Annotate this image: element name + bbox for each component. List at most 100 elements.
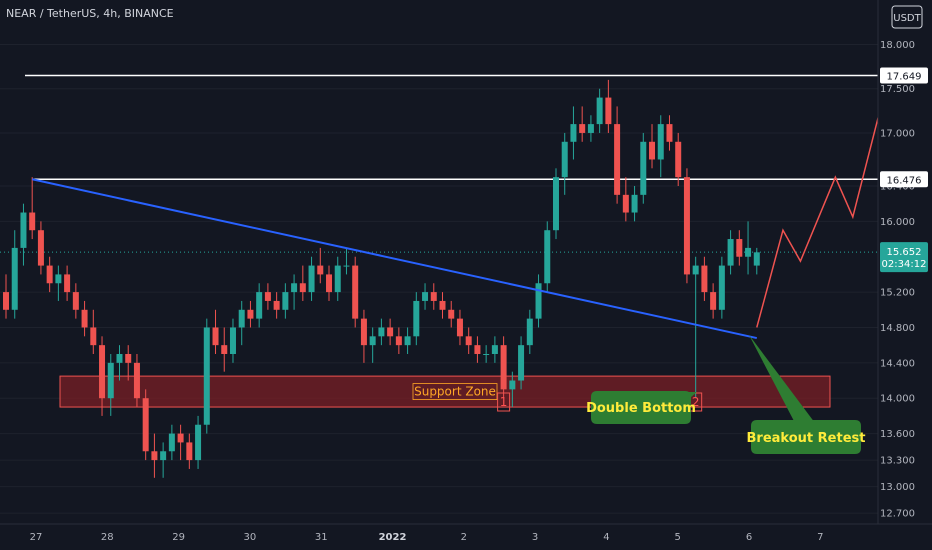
candle-body [683,177,690,275]
candle-body [369,336,376,346]
y-tick-label: 14.800 [880,323,915,334]
candle-body [186,442,193,461]
candle-body [544,230,551,284]
candle-body [273,300,280,310]
candle-body [387,327,394,337]
candle-body [317,265,324,275]
level-tag-mid-label: 16.476 [887,175,922,186]
candle-body [561,141,568,178]
candle-body [622,194,629,213]
candle-body [745,247,752,257]
x-tick-label: 29 [172,532,185,543]
axis-unit-label: USDT [893,13,921,24]
x-tick-label: 3 [532,532,538,543]
candle-body [640,141,647,195]
y-tick-label: 14.400 [880,358,915,369]
bottom-marker-label: 1 [500,395,508,409]
candle-body [430,292,437,301]
y-tick-label: 17.000 [880,128,915,139]
support-zone-label-box [412,383,498,400]
candle-body [177,433,184,443]
candle-body [439,300,446,310]
candle-body [631,194,638,213]
candle-body [29,212,36,231]
candles [3,79,760,478]
breakout-retest-pointer [748,334,815,423]
candle-body [404,336,411,346]
candle-body [256,292,263,319]
candle-body [596,97,603,125]
candle-body [649,141,656,160]
breakout-retest-callout-label: Breakout Retest [747,431,866,446]
x-tick-label: 27 [30,532,43,543]
candle-body [579,124,586,133]
candle-body [81,309,88,328]
candle-body [308,265,315,293]
x-tick-label: 5 [675,532,681,543]
candle-body [195,424,202,461]
candle-body [238,309,245,328]
candle-body [614,124,621,195]
countdown-label: 02:34:12 [882,259,927,270]
y-tick-label: 13.600 [880,429,915,440]
candle-body [46,265,53,284]
current-price-tag [880,242,928,273]
y-tick-label: 13.000 [880,482,915,493]
candle-body [334,265,341,293]
candle-body [11,247,18,310]
candle-body [360,318,367,346]
candle-body [666,124,673,142]
candle-body [465,336,472,346]
candle-body [160,451,167,461]
candle-body [605,97,612,125]
candle-body [378,327,385,337]
bottom-marker-label: 2 [692,395,700,409]
candle-body [395,336,402,346]
x-tick-label: 31 [315,532,328,543]
axis-unit-box [891,5,923,29]
candle-body [125,354,132,363]
candle-body [212,327,219,346]
candle-body [168,433,175,452]
candle-body [570,124,577,142]
projection-path [756,79,889,328]
double-bottom-callout-label: Double Bottom [586,401,696,416]
candle-body [203,327,210,425]
breakout-retest-callout-box [751,420,861,454]
candle-body [718,265,725,310]
x-tick-label: 6 [746,532,752,543]
candle-body [552,177,559,231]
candle-body [282,292,289,310]
candle-body [37,230,44,266]
x-tick-label: 7 [817,532,823,543]
candle-body [133,362,140,399]
candle-body [456,318,463,337]
candle-body [518,345,525,381]
candle-body [500,345,507,390]
candle-body [483,354,490,355]
candle-body [90,327,97,346]
x-tick-label: 28 [101,532,114,543]
x-tick-label: 4 [603,532,609,543]
candle-body [657,124,664,160]
double-bottom-callout-box [591,391,691,424]
price-axis-bg [878,0,932,550]
candle-body [326,274,333,293]
candle-body [107,362,114,399]
candle-body [291,283,298,293]
level-tag-top [880,67,928,84]
y-tick-label: 12.700 [880,509,915,520]
candle-body [343,265,350,267]
x-tick-label: 2022 [379,532,407,543]
level-tag-top-label: 17.649 [887,72,922,83]
candle-body [3,292,9,310]
candle-body [736,239,743,257]
candle-body [413,300,420,337]
candle-body [229,327,236,354]
descending-trendline [31,178,757,340]
candle-body [727,239,734,266]
candle-body [264,292,271,301]
y-tick-label: 14.000 [880,394,915,405]
